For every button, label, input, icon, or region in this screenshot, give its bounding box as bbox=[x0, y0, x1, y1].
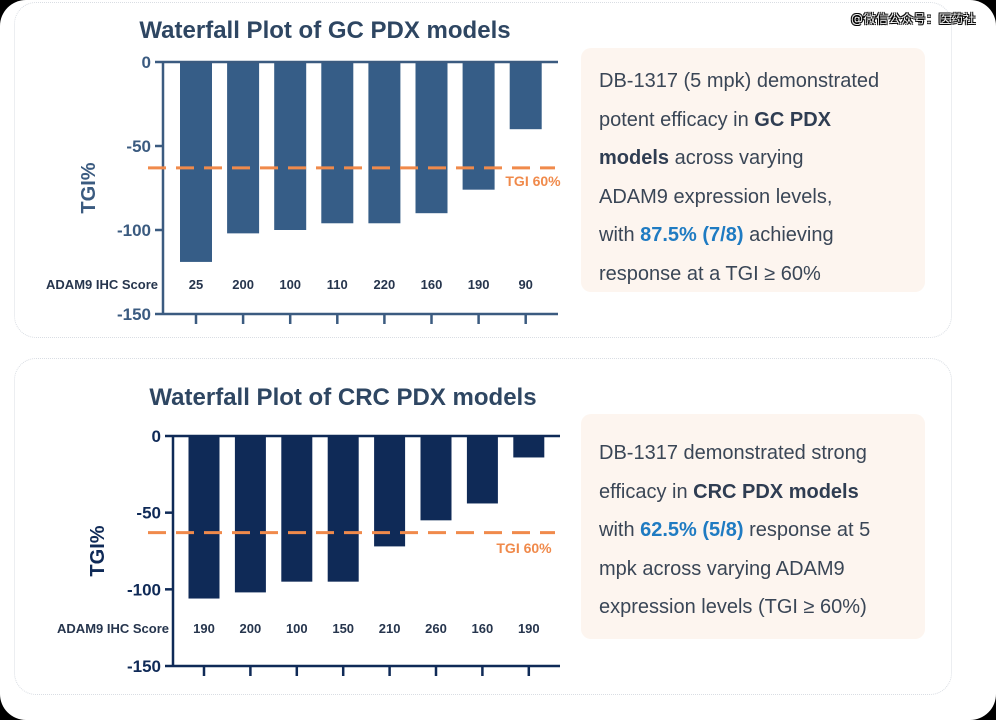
gc-summary-box: DB-1317 (5 mpk) demonstrated potent effi… bbox=[581, 48, 925, 292]
gc-chart-title: Waterfall Plot of GC PDX models bbox=[139, 17, 510, 44]
note-bold-text: CRC PDX models bbox=[693, 480, 859, 503]
note-text: with bbox=[599, 519, 641, 542]
gc-xlabel: ADAM9 IHC Score bbox=[46, 277, 158, 292]
watermark: @微信公众号：医药社 bbox=[850, 12, 976, 26]
crc-xlabel: ADAM9 IHC Score bbox=[57, 621, 169, 636]
gc-note-line: ADAM9 expression levels, bbox=[599, 178, 907, 217]
gc-waterfall-chart: Waterfall Plot of GC PDX models 0 -50 -100 -… bbox=[46, 17, 561, 324]
crc-threshold-label: TGI 60% bbox=[496, 540, 552, 556]
crc-note-line: with 62.5% (5/8) response at 5 bbox=[599, 511, 907, 550]
crc-y-tick-label: -150 bbox=[127, 657, 161, 676]
crc-note-line: mpk across varying ADAM9 bbox=[599, 550, 907, 589]
crc-summary-box: DB-1317 demonstrated strong efficacy in … bbox=[581, 414, 925, 639]
gc-y-tick-label: 0 bbox=[142, 53, 151, 72]
gc-score-label: 190 bbox=[468, 277, 490, 292]
note-text: across varying bbox=[669, 147, 804, 170]
gc-threshold-label: TGI 60% bbox=[505, 173, 561, 189]
note-text: ADAM9 expression levels, bbox=[599, 185, 833, 208]
gc-bar-5 bbox=[368, 62, 401, 224]
crc-score-label: 100 bbox=[286, 621, 308, 636]
gc-score-label: 100 bbox=[279, 277, 301, 292]
note-bold-text: models bbox=[599, 147, 670, 170]
note-text: response at 5 bbox=[743, 519, 871, 542]
gc-bar-2 bbox=[227, 62, 260, 234]
crc-chart-title: Waterfall Plot of CRC PDX models bbox=[149, 384, 536, 411]
crc-score-label: 190 bbox=[518, 621, 540, 636]
crc-bar-7 bbox=[466, 436, 498, 504]
crc-score-label: 260 bbox=[425, 621, 447, 636]
gc-score-label: 25 bbox=[189, 277, 203, 292]
gc-response-rate: 87.5% (7/8) bbox=[640, 224, 744, 247]
crc-score-label: 210 bbox=[379, 621, 401, 636]
crc-score-label: 160 bbox=[472, 621, 494, 636]
gc-note-line: with 87.5% (7/8) achieving bbox=[599, 216, 907, 255]
note-text: expression levels (TGI ≥ 60%) bbox=[599, 596, 867, 619]
crc-response-rate: 62.5% (5/8) bbox=[640, 519, 744, 542]
crc-bar-4 bbox=[327, 436, 359, 582]
gc-score-label: 220 bbox=[374, 277, 396, 292]
gc-bar-4 bbox=[321, 62, 354, 224]
crc-bar-2 bbox=[234, 436, 266, 593]
note-text: DB-1317 (5 mpk) demonstrated bbox=[599, 70, 880, 92]
crc-bar-6 bbox=[420, 436, 452, 521]
crc-bar-3 bbox=[281, 436, 313, 582]
note-bold-text: GC PDX bbox=[754, 108, 831, 131]
crc-y-tick-label: 0 bbox=[152, 427, 161, 446]
gc-bar-8 bbox=[509, 62, 542, 130]
crc-bar-1 bbox=[188, 436, 220, 599]
note-text: DB-1317 demonstrated strong bbox=[599, 442, 867, 464]
gc-bar-6 bbox=[415, 62, 448, 214]
note-text: with bbox=[599, 224, 641, 247]
crc-note-line: expression levels (TGI ≥ 60%) bbox=[599, 588, 907, 627]
gc-note-line: models across varying bbox=[599, 139, 907, 178]
crc-score-label: 190 bbox=[193, 621, 215, 636]
gc-bar-3 bbox=[274, 62, 307, 230]
crc-note-line: efficacy in CRC PDX models bbox=[599, 473, 907, 512]
gc-score-label: 160 bbox=[421, 277, 443, 292]
gc-y-tick-label: -150 bbox=[117, 305, 151, 324]
gc-y-tick-label: -100 bbox=[117, 221, 151, 240]
gc-score-label: 200 bbox=[232, 277, 254, 292]
note-text: potent efficacy in bbox=[599, 108, 755, 131]
crc-ylabel: TGI% bbox=[87, 525, 109, 576]
gc-ylabel: TGI% bbox=[78, 162, 100, 213]
note-text: mpk across varying ADAM9 bbox=[599, 557, 845, 580]
crc-bar-5 bbox=[374, 436, 406, 547]
crc-score-label: 200 bbox=[240, 621, 262, 636]
crc-y-tick-label: -100 bbox=[127, 580, 161, 599]
gc-note-line: response at a TGI ≥ 60% bbox=[599, 255, 907, 294]
gc-y-tick-label: -50 bbox=[126, 137, 151, 156]
note-text: efficacy in bbox=[599, 480, 694, 503]
crc-y-tick-label: -50 bbox=[136, 504, 161, 523]
note-text: achieving bbox=[743, 224, 834, 247]
gc-bar-1 bbox=[180, 62, 212, 262]
crc-score-label: 150 bbox=[332, 621, 354, 636]
gc-score-label: 90 bbox=[518, 277, 532, 292]
gc-score-label: 110 bbox=[327, 277, 348, 292]
crc-waterfall-chart: Waterfall Plot of CRC PDX models 0 -50 -100… bbox=[57, 384, 560, 676]
gc-note-line: potent efficacy in GC PDX bbox=[599, 101, 907, 140]
crc-bar-8 bbox=[513, 436, 545, 458]
note-text: response at a TGI ≥ 60% bbox=[599, 262, 821, 285]
crc-note-line: DB-1317 demonstrated strong bbox=[599, 434, 907, 473]
gc-note-line: DB-1317 (5 mpk) demonstrated bbox=[599, 62, 907, 101]
